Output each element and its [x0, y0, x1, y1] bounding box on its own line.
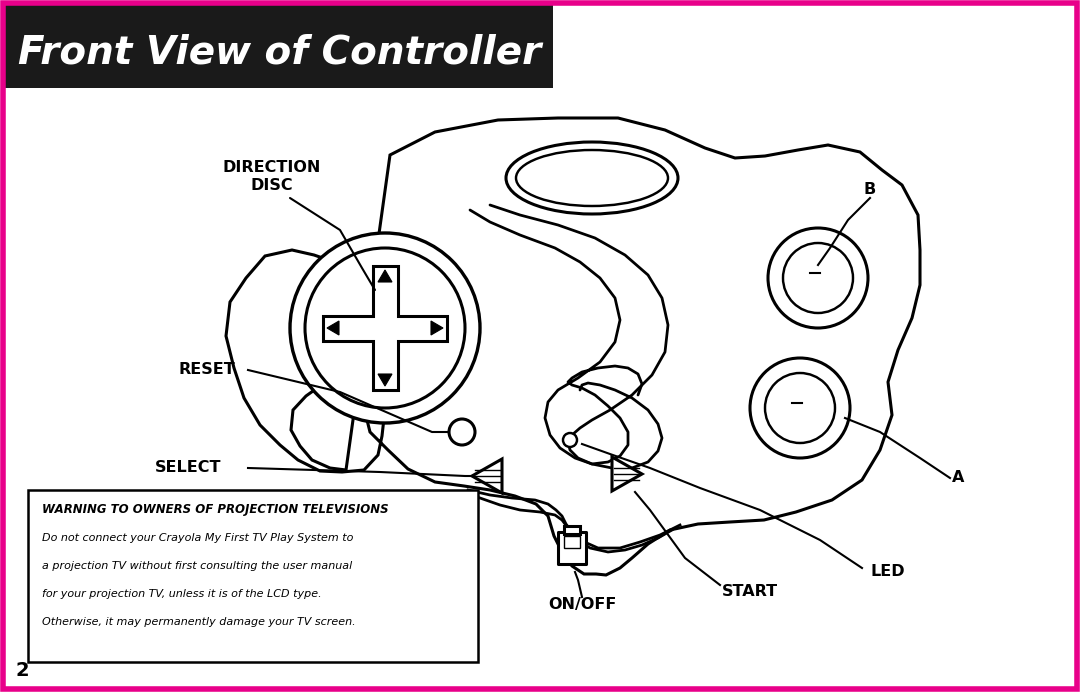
Text: ON/OFF: ON/OFF [548, 597, 617, 612]
Circle shape [305, 248, 465, 408]
Bar [564, 536, 580, 548]
Polygon shape [431, 321, 443, 335]
Bar [558, 532, 586, 564]
Text: WARNING TO OWNERS OF PROJECTION TELEVISIONS: WARNING TO OWNERS OF PROJECTION TELEVISI… [42, 504, 389, 516]
Circle shape [563, 433, 577, 447]
Circle shape [783, 243, 853, 313]
Text: A: A [951, 471, 964, 486]
Polygon shape [327, 321, 339, 335]
Text: Do not connect your Crayola My First TV Play System to: Do not connect your Crayola My First TV … [42, 533, 353, 543]
Text: DIRECTION: DIRECTION [222, 161, 321, 176]
Circle shape [765, 373, 835, 443]
Text: 2: 2 [15, 660, 29, 680]
Text: LED: LED [870, 565, 905, 579]
Polygon shape [323, 266, 447, 390]
Bar [28, 490, 478, 662]
Text: Front View of Controller: Front View of Controller [18, 33, 541, 71]
Ellipse shape [507, 142, 678, 214]
Circle shape [291, 233, 480, 423]
Circle shape [750, 358, 850, 458]
Bar [564, 526, 580, 534]
Circle shape [768, 228, 868, 328]
Text: B: B [864, 183, 876, 197]
Polygon shape [378, 270, 392, 282]
Polygon shape [226, 118, 920, 575]
Polygon shape [472, 459, 502, 493]
Text: Otherwise, it may permanently damage your TV screen.: Otherwise, it may permanently damage you… [42, 617, 355, 627]
Polygon shape [612, 457, 642, 491]
Text: DISC: DISC [251, 178, 294, 192]
Circle shape [449, 419, 475, 445]
Text: RESET: RESET [178, 363, 234, 378]
Text: a projection TV without first consulting the user manual: a projection TV without first consulting… [42, 561, 352, 571]
Ellipse shape [516, 150, 669, 206]
Text: for your projection TV, unless it is of the LCD type.: for your projection TV, unless it is of … [42, 589, 322, 599]
Text: SELECT: SELECT [156, 460, 221, 475]
Text: START: START [721, 585, 778, 599]
Bar [3, 3, 553, 88]
Polygon shape [378, 374, 392, 386]
